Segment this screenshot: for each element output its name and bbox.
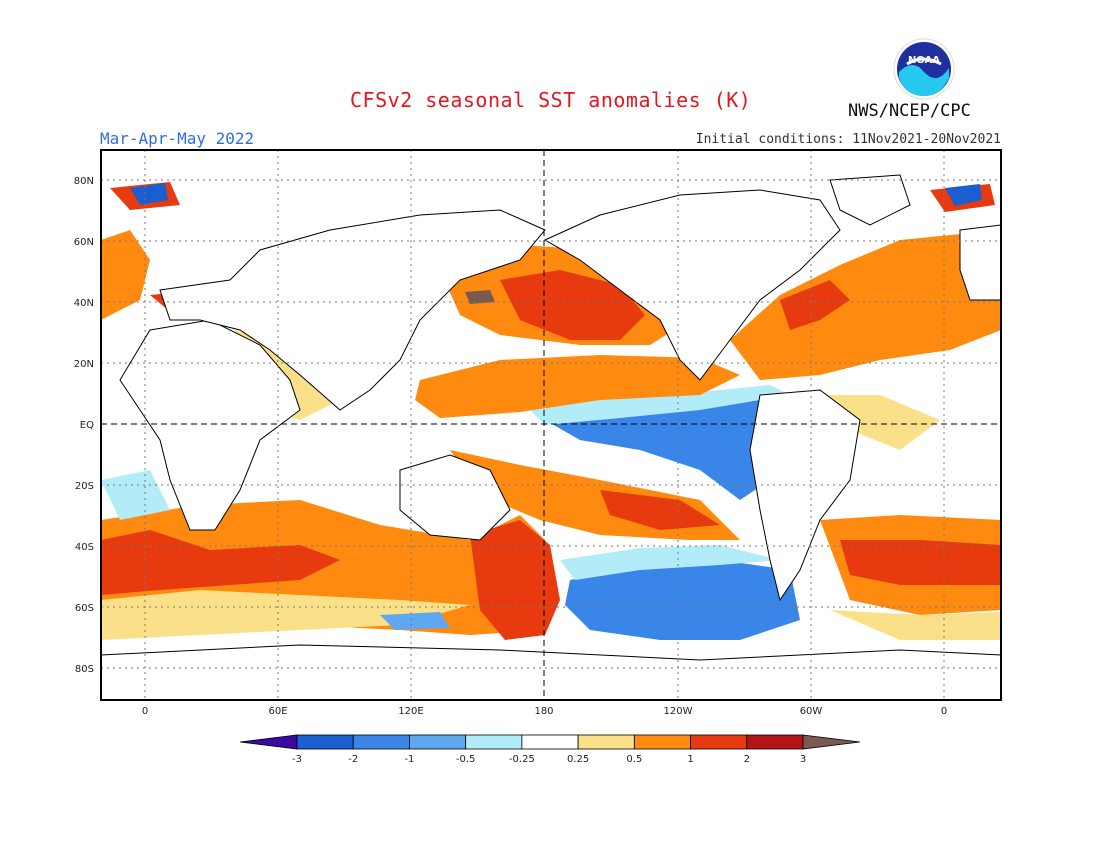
- cool-anomaly-region: [101, 470, 170, 520]
- lat-tick-label: 60N: [74, 237, 94, 248]
- warm-anomaly-region: [820, 395, 940, 450]
- continent-south-america: [749, 389, 861, 602]
- warm-anomaly-region: [415, 355, 740, 418]
- colorbar-swatch: [409, 734, 467, 750]
- colorbar-swatch: [746, 734, 804, 750]
- colorbar-level-label: -3: [292, 754, 302, 765]
- continent-australia: [399, 454, 511, 541]
- lon-tick-label: 0: [941, 706, 947, 717]
- continent-antarctica: [101, 644, 1001, 700]
- map-frame: [100, 149, 1002, 701]
- strong-warm-anomaly-region: [840, 540, 1001, 585]
- colorbar-level-label: -2: [348, 754, 358, 765]
- colorbar-swatch: [352, 734, 410, 750]
- strong-warm-anomaly-region: [500, 270, 645, 340]
- lat-tick-label: 40S: [75, 542, 94, 553]
- continent-north-america: [543, 189, 841, 381]
- lat-tick-label: 40N: [74, 298, 94, 309]
- colorbar-level-label: -0.5: [456, 754, 476, 765]
- continent-africa: [119, 319, 301, 531]
- colorbar-level-label: 3: [800, 754, 806, 765]
- colorbar-level-label: 1: [687, 754, 693, 765]
- lon-tick-label: 120E: [398, 706, 423, 717]
- lat-tick-label: 80N: [74, 176, 94, 187]
- lon-tick-label: 60W: [800, 706, 823, 717]
- noaa-logo-icon: NOAA: [893, 38, 955, 100]
- lat-tick-label: 60S: [75, 603, 94, 614]
- colorbar-level-label: -1: [404, 754, 414, 765]
- colorbar-swatch: [577, 734, 635, 750]
- lat-tick-label: EQ: [80, 420, 94, 431]
- grid-lines: [101, 150, 1001, 700]
- colorbar-max-arrow: [802, 734, 861, 750]
- cold-anomaly-region: [545, 395, 780, 500]
- colorbar-level-label: 2: [744, 754, 750, 765]
- strong-warm-anomaly-region: [600, 490, 720, 530]
- lat-tick-label: 20N: [74, 359, 94, 370]
- colorbar-min-arrow: [239, 734, 298, 750]
- lon-tick-label: 0: [142, 706, 148, 717]
- colorbar-level-label: 0.25: [567, 754, 589, 765]
- lon-tick-label: 120W: [664, 706, 693, 717]
- lon-tick-label: 180: [534, 706, 553, 717]
- continent-greenland: [829, 174, 911, 226]
- cool-anomaly-region: [380, 612, 450, 630]
- cold-anomaly-region: [945, 184, 982, 206]
- colorbar-swatch: [465, 734, 523, 750]
- strong-warm-anomaly-region: [101, 530, 340, 595]
- season-label: Mar-Apr-May 2022: [100, 129, 255, 148]
- lon-axis: 0 60E 120E 180 120W 60W 0: [142, 706, 947, 717]
- cold-anomaly-region: [565, 560, 800, 640]
- warm-anomaly-region: [101, 590, 470, 640]
- lon-tick-label: 60E: [268, 706, 287, 717]
- logo-text: NOAA: [908, 55, 940, 66]
- strong-warm-anomaly-region: [780, 280, 850, 330]
- cool-anomaly-region: [530, 385, 790, 425]
- continents: [101, 174, 1001, 700]
- colorbar-level-label: -0.25: [509, 754, 535, 765]
- strong-warm-anomaly-region: [470, 520, 560, 640]
- continent-eurasia: [159, 209, 546, 411]
- warm-anomaly-region: [830, 610, 1001, 640]
- extreme-warm-anomaly-region: [465, 290, 495, 304]
- colorbar: -3 -2 -1 -0.5 -0.25 0.25 0.5 1 2 3: [239, 734, 861, 765]
- continent-europe-right: [959, 224, 1001, 301]
- warm-anomaly-region: [101, 230, 150, 320]
- cool-anomaly-region: [560, 545, 780, 580]
- agency-label: NWS/NCEP/CPC: [848, 101, 971, 121]
- colorbar-swatch: [296, 734, 354, 750]
- colorbar-swatch: [521, 734, 579, 750]
- lat-axis: 80N 60N 40N 20N EQ 20S 40S 60S 80S: [74, 176, 94, 675]
- lat-tick-label: 20S: [75, 481, 94, 492]
- lat-tick-label: 80S: [75, 664, 94, 675]
- colorbar-swatch: [690, 734, 748, 750]
- initial-conditions-label: Initial conditions: 11Nov2021-20Nov2021: [695, 132, 1001, 147]
- map-title: CFSv2 seasonal SST anomalies (K): [350, 88, 752, 112]
- cold-anomaly-region: [130, 183, 168, 205]
- warm-anomaly-region: [730, 230, 1001, 380]
- colorbar-swatch: [633, 734, 691, 750]
- colorbar-level-label: 0.5: [626, 754, 642, 765]
